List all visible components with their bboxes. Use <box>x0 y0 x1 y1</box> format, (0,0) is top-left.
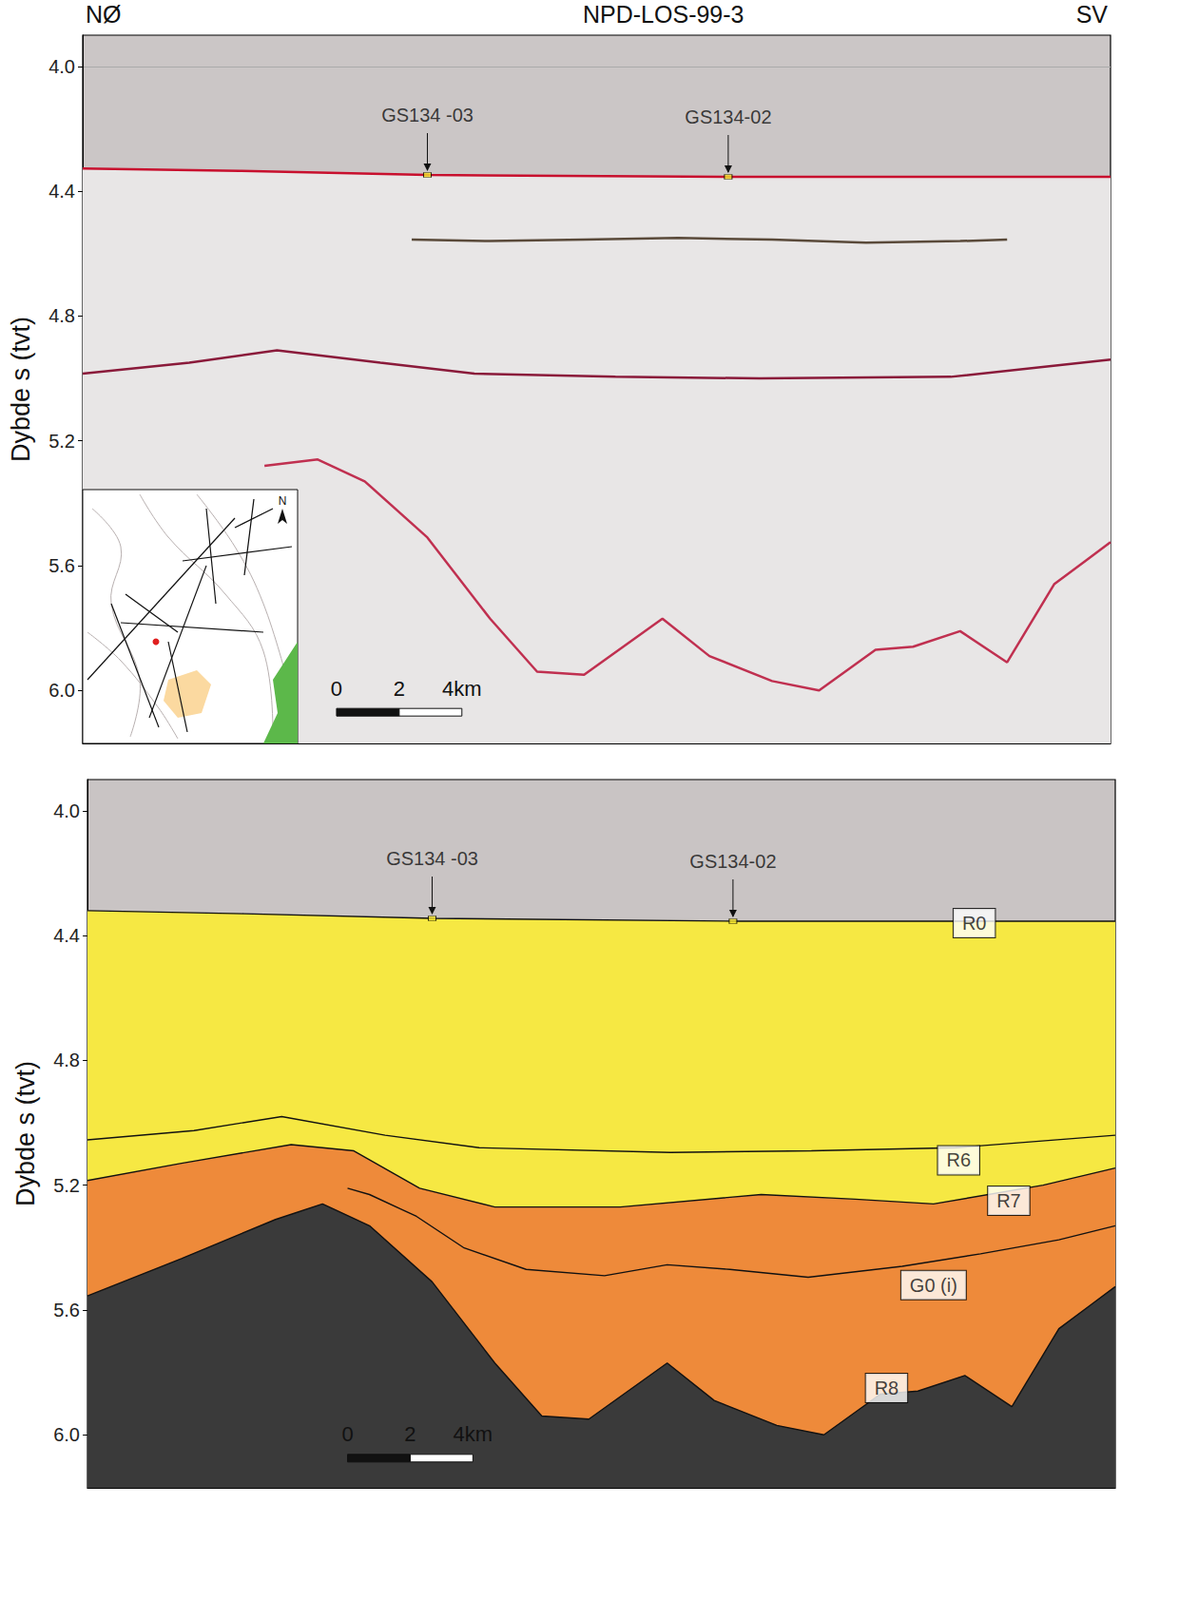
svg-text:GS134 -03: GS134 -03 <box>381 104 474 126</box>
svg-text:4km: 4km <box>442 676 483 701</box>
svg-text:5.6: 5.6 <box>48 555 76 577</box>
svg-text:GS134-02: GS134-02 <box>689 850 776 872</box>
svg-text:R7: R7 <box>996 1190 1022 1212</box>
svg-text:2: 2 <box>404 1422 416 1447</box>
svg-text:R6: R6 <box>946 1149 971 1171</box>
svg-text:SV: SV <box>1076 0 1109 28</box>
svg-text:5.6: 5.6 <box>53 1299 80 1321</box>
svg-text:NPD-LOS-99-3: NPD-LOS-99-3 <box>582 0 745 28</box>
svg-text:R0: R0 <box>962 912 987 934</box>
svg-text:4.8: 4.8 <box>48 305 76 327</box>
svg-text:5.2: 5.2 <box>53 1175 80 1197</box>
svg-text:2: 2 <box>393 676 406 701</box>
svg-text:N: N <box>278 494 288 508</box>
svg-text:6.0: 6.0 <box>48 679 76 701</box>
svg-text:G0 (i): G0 (i) <box>909 1275 958 1296</box>
svg-text:GS134-02: GS134-02 <box>684 106 772 128</box>
svg-text:4.4: 4.4 <box>53 925 80 947</box>
svg-text:0: 0 <box>341 1422 353 1447</box>
svg-text:GS134 -03: GS134 -03 <box>386 848 479 870</box>
svg-text:4km: 4km <box>453 1422 494 1447</box>
svg-text:NØ: NØ <box>85 0 122 28</box>
svg-text:4.8: 4.8 <box>53 1049 80 1071</box>
svg-text:4.0: 4.0 <box>48 56 76 78</box>
svg-text:R8: R8 <box>874 1377 900 1399</box>
svg-text:Dybde s (tvt): Dybde s (tvt) <box>6 316 36 463</box>
svg-text:0: 0 <box>330 676 343 701</box>
svg-text:6.0: 6.0 <box>53 1424 80 1446</box>
svg-text:Dybde s (tvt): Dybde s (tvt) <box>11 1061 40 1207</box>
svg-text:5.2: 5.2 <box>48 430 76 452</box>
svg-text:4.0: 4.0 <box>53 800 80 822</box>
svg-text:4.4: 4.4 <box>48 180 76 202</box>
